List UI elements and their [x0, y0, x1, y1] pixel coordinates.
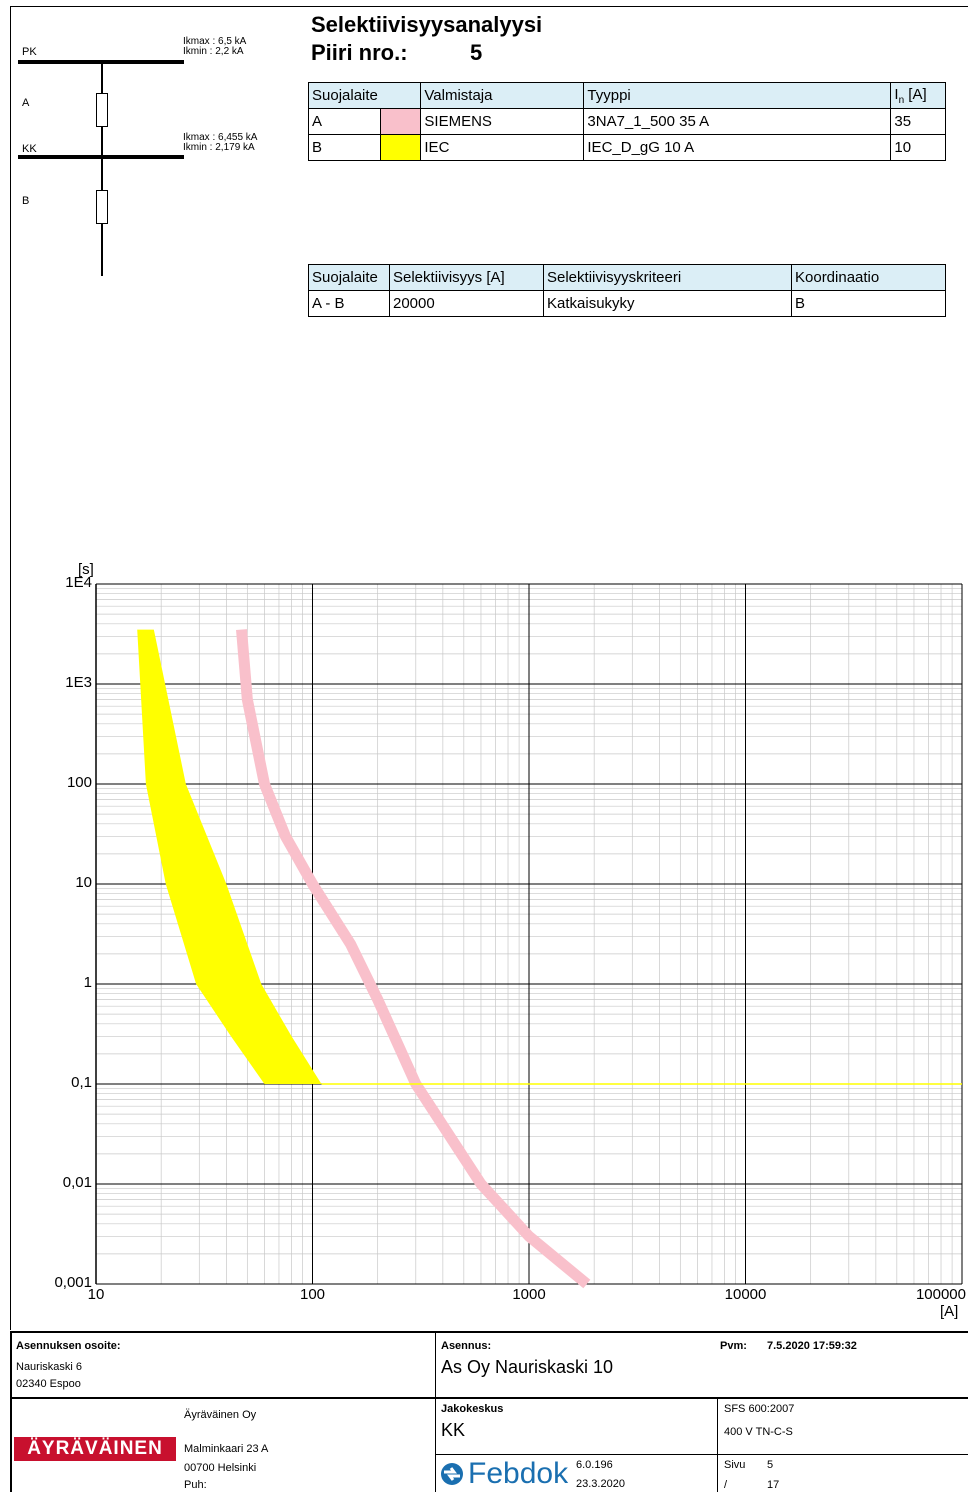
header-koordinaatio: Koordinaatio [791, 264, 946, 291]
busbar-pk-ikmax: Ikmax : 6,5 kA [183, 36, 247, 47]
row-in: 35 [890, 108, 946, 135]
x-tick-label: 10000 [724, 1286, 767, 1303]
date-value: 7.5.2020 17:59:32 [767, 1340, 857, 1352]
table-row: A - B 20000 Katkaisukyky B [308, 290, 946, 317]
row-selectivity: 20000 [389, 290, 544, 317]
page-title: Selektiivisyysanalyysi [311, 12, 543, 37]
row-manufacturer: SIEMENS [420, 108, 585, 135]
x-tick-label: 100 [299, 1286, 326, 1303]
chart-plot [95, 583, 963, 1289]
page-number: 5 [767, 1459, 774, 1471]
grid-major [95, 583, 963, 1285]
busbar-pk-label: PK [22, 46, 37, 58]
table-row: A SIEMENS 3NA7_1_500 35 A 35 [307, 108, 946, 135]
device-b-label: B [22, 195, 30, 207]
address-line2: 02340 Espoo [16, 1378, 81, 1390]
x-tick-label: 1000 [512, 1286, 546, 1303]
y-axis-label: [s] [78, 561, 94, 578]
installation-name: As Oy Nauriskaski 10 [441, 1357, 614, 1377]
row-color-swatch [380, 108, 422, 135]
footer-divider-h2 [435, 1454, 968, 1455]
y-tick-label: 0,01 [62, 1174, 92, 1191]
series-area-B [137, 629, 322, 1084]
row-coordination: B [791, 290, 946, 317]
distribution-label: Jakokeskus [441, 1403, 504, 1415]
date-label: Pvm: [720, 1340, 747, 1352]
header-selektiivisyys: Selektiivisyys [A] [389, 264, 544, 291]
page-sep: / [724, 1479, 728, 1491]
network: 400 V TN-C-S [724, 1426, 793, 1438]
footer-mid-border [10, 1397, 968, 1399]
feeder-line [101, 64, 103, 276]
busbar-pk [18, 60, 184, 64]
selectivity-table: Suojalaite Selektiivisyys [A] Selektiivi… [308, 264, 946, 317]
series-layer [137, 629, 962, 1289]
footer-left-border [10, 1331, 12, 1492]
software-date: 23.3.2020 [576, 1478, 625, 1490]
header-suojalaite: Suojalaite [308, 264, 390, 291]
series-band-A [236, 629, 591, 1289]
x-tick-label: 10 [87, 1286, 105, 1303]
row-type: 3NA7_1_500 35 A [583, 108, 892, 135]
header-kriteeri: Selektiivisyyskriteeri [543, 264, 792, 291]
x-tick-label: 100000 [915, 1286, 966, 1303]
busbar-kk-label: KK [22, 143, 37, 155]
busbar-kk [18, 155, 184, 159]
y-tick-label: 0,001 [54, 1274, 92, 1291]
row-color-swatch [380, 134, 422, 161]
address-label: Asennuksen osoite: [16, 1340, 121, 1352]
row-manufacturer: IEC [420, 134, 585, 161]
row-type: IEC_D_gG 10 A [583, 134, 892, 161]
header-tyyppi: Tyyppi [583, 82, 892, 109]
row-device: B [307, 134, 382, 161]
row-pair: A - B [308, 290, 390, 317]
page-label: Sivu [724, 1459, 746, 1471]
address-line1: Nauriskaski 6 [16, 1361, 83, 1373]
selectivity-table-header: Suojalaite Selektiivisyys [A] Selektiivi… [308, 264, 946, 291]
distribution-value: KK [441, 1420, 466, 1440]
febdok-icon [441, 1463, 463, 1485]
fuse-a-symbol [96, 93, 108, 127]
row-in: 10 [890, 134, 946, 161]
y-tick-label: 10 [75, 874, 92, 891]
company-street: Malminkaari 23 A [184, 1443, 269, 1455]
row-criterion: Katkaisukyky [543, 290, 792, 317]
fuse-b-symbol [96, 190, 108, 224]
y-tick-label: 0,1 [71, 1074, 92, 1091]
devices-table: Suojalaite Valmistaja Tyyppi In [A] A SI… [307, 82, 946, 161]
device-a-label: A [22, 97, 30, 109]
installation-label: Asennus: [441, 1340, 492, 1352]
company-logo: ÄYRÄVÄINEN [14, 1437, 176, 1461]
footer-divider-v1 [435, 1331, 436, 1492]
circuit-number: 5 [470, 40, 483, 65]
y-tick-label: 1E3 [65, 674, 92, 691]
table-row: B IEC IEC_D_gG 10 A 10 [307, 134, 946, 161]
y-tick-label: 1E4 [65, 574, 92, 591]
header-valmistaja: Valmistaja [420, 82, 585, 109]
company-name: Äyräväinen Oy [184, 1409, 257, 1421]
page-total: 17 [767, 1479, 780, 1491]
busbar-kk-ikmax: Ikmax : 6,455 kA [183, 132, 258, 143]
standard: SFS 600:2007 [724, 1403, 795, 1415]
header-in: In [A] [890, 82, 946, 109]
row-device: A [307, 108, 382, 135]
busbar-pk-ikmin: Ikmin : 2,2 kA [183, 46, 244, 57]
software-logo: Febdok [468, 1457, 569, 1490]
devices-table-header: Suojalaite Valmistaja Tyyppi In [A] [307, 82, 946, 109]
company-phone-label: Puh: [184, 1479, 207, 1491]
software-version: 6.0.196 [576, 1459, 613, 1471]
page-frame [10, 6, 968, 1330]
footer-top-border [10, 1331, 968, 1333]
circuit-label: Piiri nro.: [311, 40, 408, 65]
y-tick-label: 1 [83, 974, 92, 991]
y-tick-label: 100 [66, 774, 92, 791]
busbar-kk-ikmin: Ikmin : 2,179 kA [183, 142, 255, 153]
x-axis-label: [A] [940, 1303, 959, 1320]
company-city: 00700 Helsinki [184, 1462, 257, 1474]
footer-divider-v2 [717, 1397, 718, 1492]
header-suojalaite: Suojalaite [307, 82, 381, 109]
